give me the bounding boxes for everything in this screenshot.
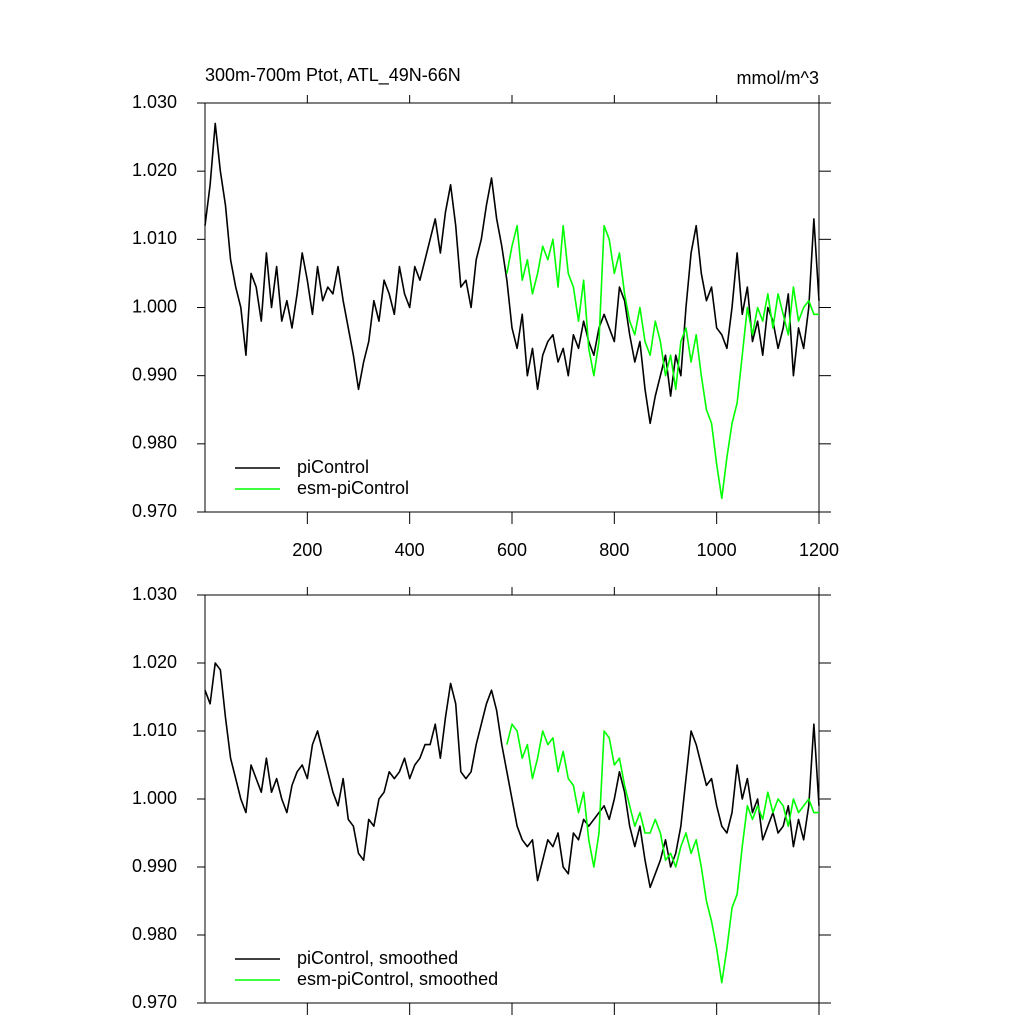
y-tick-label: 1.000 — [132, 788, 177, 808]
x-tick-label: 1200 — [799, 540, 839, 560]
data-line — [204, 122, 820, 425]
x-tick-label: 200 — [292, 540, 322, 560]
x-tick-label: 400 — [395, 540, 425, 560]
y-tick-label: 1.000 — [132, 296, 177, 316]
y-tick-label: 0.990 — [132, 856, 177, 876]
data-line — [506, 224, 819, 500]
y-tick-label: 0.980 — [132, 924, 177, 944]
y-tick-label: 1.020 — [132, 652, 177, 672]
y-tick-label: 0.980 — [132, 433, 177, 453]
chart-title: 300m-700m Ptot, ATL_49N-66N — [205, 65, 461, 86]
y-tick-label: 1.010 — [132, 228, 177, 248]
legend-label: esm-piControl — [297, 478, 409, 498]
legend-label: piControl, smoothed — [297, 948, 458, 968]
plot-frame — [204, 102, 820, 513]
x-tick-label: 1000 — [697, 540, 737, 560]
x-tick-label: 600 — [497, 540, 527, 560]
x-tick-label: 800 — [599, 540, 629, 560]
y-tick-label: 1.010 — [132, 720, 177, 740]
y-tick-label: 1.030 — [132, 584, 177, 604]
data-line — [204, 662, 820, 889]
y-tick-label: 0.990 — [132, 364, 177, 384]
y-tick-label: 1.020 — [132, 160, 177, 180]
data-line — [506, 723, 819, 984]
legend-label: piControl — [297, 457, 369, 477]
y-tick-label: 0.970 — [132, 501, 177, 521]
units-label: mmol/m^3 — [737, 68, 819, 88]
y-tick-label: 1.030 — [132, 92, 177, 112]
y-tick-label: 0.970 — [132, 992, 177, 1012]
legend-label: esm-piControl, smoothed — [297, 969, 498, 989]
